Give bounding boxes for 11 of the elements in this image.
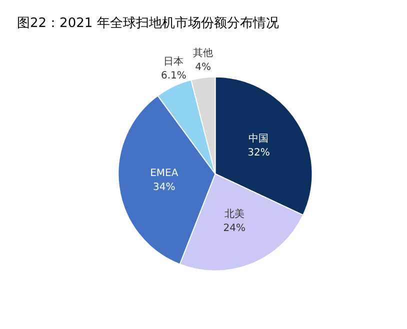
data-label: 24% (223, 223, 246, 234)
slice-label: 其他 (193, 47, 214, 60)
chart-title: 图22：2021 年全球扫地机市场份额分布情况 (17, 16, 279, 31)
slice-label: EMEA (150, 168, 178, 180)
data-label: 6.1% (160, 70, 186, 82)
data-label: 34% (153, 182, 176, 194)
slice-label: 北美 (224, 208, 244, 220)
slice-label: 日本 (164, 56, 184, 68)
data-label: 32% (248, 148, 270, 159)
data-label: 4% (195, 62, 212, 74)
slice-label: 中国 (248, 132, 269, 145)
